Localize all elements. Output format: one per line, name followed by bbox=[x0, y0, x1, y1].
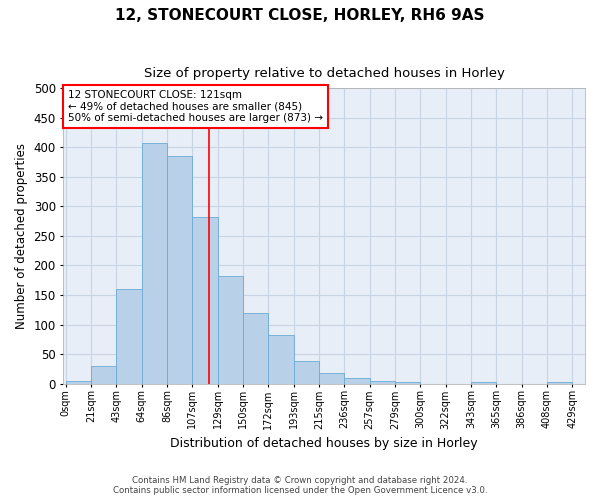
Bar bbox=[319, 373, 344, 384]
Bar bbox=[370, 380, 395, 384]
Bar bbox=[116, 289, 142, 384]
Bar bbox=[471, 382, 496, 384]
Text: Contains HM Land Registry data © Crown copyright and database right 2024.
Contai: Contains HM Land Registry data © Crown c… bbox=[113, 476, 487, 495]
Bar bbox=[395, 382, 421, 384]
Text: 12, STONECOURT CLOSE, HORLEY, RH6 9AS: 12, STONECOURT CLOSE, HORLEY, RH6 9AS bbox=[115, 8, 485, 22]
Bar bbox=[268, 334, 294, 384]
Bar bbox=[66, 380, 91, 384]
Bar bbox=[142, 143, 167, 384]
Bar bbox=[243, 312, 268, 384]
Title: Size of property relative to detached houses in Horley: Size of property relative to detached ho… bbox=[144, 67, 505, 80]
Y-axis label: Number of detached properties: Number of detached properties bbox=[15, 143, 28, 329]
Bar bbox=[344, 378, 370, 384]
Text: 12 STONECOURT CLOSE: 121sqm
← 49% of detached houses are smaller (845)
50% of se: 12 STONECOURT CLOSE: 121sqm ← 49% of det… bbox=[68, 90, 323, 123]
Bar bbox=[294, 361, 319, 384]
Bar bbox=[167, 156, 193, 384]
Bar bbox=[547, 382, 572, 384]
Bar bbox=[218, 276, 243, 384]
Bar bbox=[91, 366, 116, 384]
X-axis label: Distribution of detached houses by size in Horley: Distribution of detached houses by size … bbox=[170, 437, 478, 450]
Bar bbox=[193, 217, 218, 384]
